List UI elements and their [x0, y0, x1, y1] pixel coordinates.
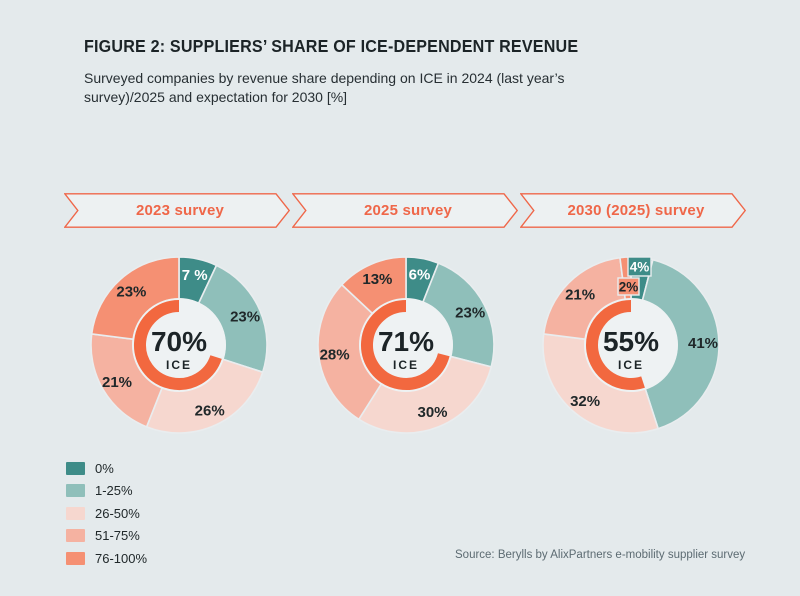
legend-swatch-26-50pct [66, 506, 85, 520]
slice-label: 21% [565, 286, 595, 303]
donut-chart-2030-survey: 55% ICE 41% 32% 21% 4% 2% [531, 245, 731, 445]
banner-arrow-shape [64, 193, 290, 228]
slice-label: 23% [230, 309, 260, 326]
legend-item-51-75pct: 51-75% [66, 525, 147, 548]
center-value: 55% [603, 326, 659, 357]
legend: 0% 1-25% 26-50% 51-75% 76-100% [66, 457, 147, 570]
slice-label: 13% [362, 271, 392, 288]
center-label: ICE [618, 358, 644, 372]
slice-label: 32% [570, 393, 600, 410]
slice-callout-box [617, 277, 640, 296]
center-value: 71% [378, 326, 434, 357]
legend-item-0pct: 0% [66, 457, 147, 480]
ice-gauge-arc [361, 300, 450, 390]
banner-arrow-shape [520, 193, 746, 228]
legend-swatch-1-25pct [66, 484, 85, 498]
slice-label: 7 % [182, 267, 208, 284]
ice-gauge-arc [586, 300, 645, 390]
slice-label: 23% [116, 283, 146, 300]
legend-swatch-76-100pct [66, 551, 85, 565]
slice-label: 30% [417, 404, 447, 421]
donut-chart-2023-survey: 70% ICE 7 % 23% 26% 21% 23% [79, 245, 279, 445]
slice-label: 6% [409, 267, 431, 284]
legend-item-76-100pct: 76-100% [66, 547, 147, 570]
slice-label: 23% [455, 305, 485, 322]
legend-label-51-75pct: 51-75% [95, 528, 140, 544]
ice-gauge-arc [134, 300, 222, 390]
donut-chart-2025-survey: 71% ICE 6% 23% 30% 28% 13% [306, 245, 506, 445]
legend-item-26-50pct: 26-50% [66, 502, 147, 525]
legend-label-76-100pct: 76-100% [95, 550, 148, 566]
center-value: 70% [151, 326, 207, 357]
donut-svg: 71%ICE 6% 23% 30% 28% 13% [317, 256, 495, 434]
donut-svg: 55%ICE 41% 32% 21% 4% 2% [542, 256, 720, 434]
banner-label-2030: 2030 (2025) survey [567, 202, 705, 219]
slice-callout-label: 2% [619, 279, 639, 294]
banner-2030-survey: 2030 (2025) survey [520, 193, 746, 228]
banner-label-2023: 2023 survey [135, 202, 225, 219]
slice-callout-label: 4% [630, 259, 650, 274]
slice-label: 28% [320, 346, 350, 363]
slice-callout-box [627, 256, 652, 277]
figure-subtitle: Surveyed companies by revenue share depe… [84, 70, 565, 106]
slice-label: 41% [688, 335, 718, 352]
legend-label-26-50pct: 26-50% [95, 505, 140, 521]
banner-2025-survey: 2025 survey [292, 193, 518, 228]
legend-swatch-0pct [66, 461, 85, 475]
figure-title: FIGURE 2: SUPPLIERS’ SHARE OF ICE-DEPEND… [84, 36, 579, 56]
slice-label: 26% [195, 402, 225, 419]
source-text: Source: Berylls by AlixPartners e-mobili… [455, 549, 746, 561]
legend-label-1-25pct: 1-25% [95, 483, 133, 499]
slice-label: 21% [102, 374, 132, 391]
center-label: ICE [393, 358, 419, 372]
donut-svg: 70%ICE 7 % 23% 26% 21% 23% [90, 256, 268, 434]
banner-2023-survey: 2023 survey [64, 193, 290, 228]
legend-label-0pct: 0% [95, 460, 114, 476]
legend-swatch-51-75pct [66, 529, 85, 543]
banner-arrow-shape [292, 193, 518, 228]
legend-item-1-25pct: 1-25% [66, 480, 147, 503]
banner-label-2025: 2025 survey [363, 202, 453, 219]
center-label: ICE [166, 358, 192, 372]
